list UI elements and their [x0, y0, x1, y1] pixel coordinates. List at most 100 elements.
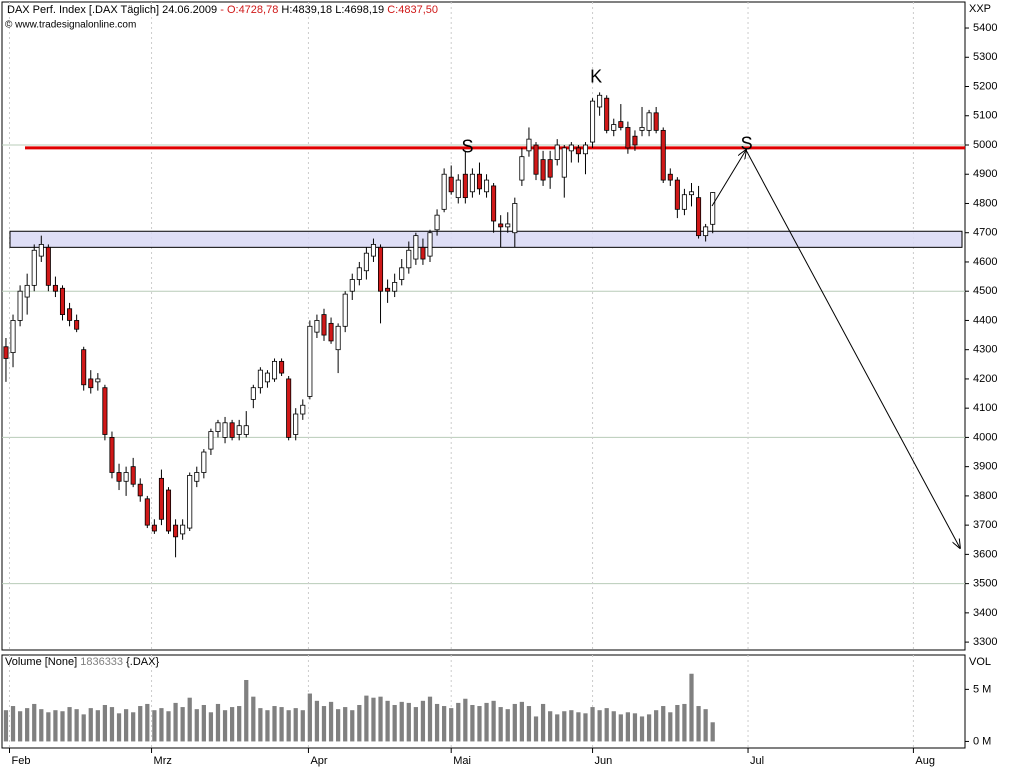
volume-symbol: {.DAX}: [126, 656, 159, 668]
candle-body: [95, 378, 101, 383]
volume-bar: [229, 707, 235, 742]
volume-bar: [145, 703, 150, 742]
volume-bar: [576, 712, 581, 742]
volume-bar: [583, 713, 588, 742]
candle-body: [24, 284, 30, 298]
candle-body: [116, 472, 122, 482]
volume-bar: [180, 707, 185, 742]
candle-body: [137, 483, 143, 497]
annotation: S: [461, 137, 473, 157]
candle-body: [151, 524, 157, 532]
candle-body: [158, 477, 164, 520]
candle-body: [109, 437, 115, 473]
volume-bar: [293, 708, 298, 742]
high: H:4839,18: [281, 4, 332, 16]
y-tick-label: 4400: [973, 314, 997, 326]
candle-body: [441, 173, 447, 210]
volume-bar: [611, 711, 616, 742]
y-tick-label: 5000: [973, 139, 997, 151]
candle-body: [505, 223, 511, 228]
volume-bar: [519, 701, 524, 742]
y-tick-label: 4700: [973, 227, 997, 239]
volume-bar: [279, 707, 284, 742]
candle-body: [102, 387, 108, 435]
candle-body: [498, 223, 504, 228]
volume-bar: [675, 704, 680, 742]
candle-body: [526, 138, 532, 152]
candle-body: [575, 147, 581, 155]
volume-bar: [208, 712, 214, 742]
candle-body: [420, 246, 426, 260]
volume-bar: [321, 706, 327, 742]
candle-body: [484, 179, 490, 193]
y-tick-label: 3400: [973, 607, 997, 619]
candle-body: [604, 97, 610, 131]
candle-body: [363, 252, 369, 272]
volume-bar: [131, 712, 136, 742]
low: L:4698,19: [335, 4, 384, 16]
candle-body: [519, 156, 525, 181]
price-panel: [1, 1, 966, 651]
copyright: © www.tradesignalonline.com: [5, 20, 136, 31]
candle-body: [476, 173, 482, 190]
volume-bar: [654, 710, 659, 742]
volume-bar: [244, 679, 249, 742]
candle-body: [356, 267, 362, 280]
volume-bar: [449, 708, 454, 742]
candle-body: [222, 422, 228, 438]
candle-body: [3, 346, 9, 359]
candle-body: [300, 404, 306, 415]
candle-body: [144, 498, 150, 526]
y-tick-label: 4800: [973, 197, 997, 209]
candle-body: [10, 320, 16, 354]
candle-body: [194, 472, 200, 482]
y-tick-label: 4600: [973, 256, 997, 268]
y-tick-label: 3600: [973, 548, 997, 560]
volume-bar: [194, 709, 199, 742]
candle-body: [335, 325, 341, 351]
candle-body: [385, 287, 391, 292]
volume-bar: [215, 703, 221, 742]
volume-bar: [512, 703, 517, 742]
volume-bar: [95, 710, 100, 742]
candle-body: [568, 144, 574, 152]
candle-body: [597, 94, 603, 108]
candle-body: [342, 293, 348, 327]
volume-bar: [484, 702, 489, 742]
volume-bar: [540, 703, 546, 742]
volume-bar: [427, 696, 433, 742]
volume-bar: [639, 716, 645, 742]
volume-bar: [498, 707, 503, 742]
candle-body: [710, 192, 716, 225]
candle-body: [314, 320, 320, 333]
volume-bar: [53, 710, 58, 742]
x-tick-label: Jun: [595, 755, 613, 767]
candle-body: [582, 144, 589, 155]
y-tick-label: 5400: [973, 22, 997, 34]
volume-bar: [548, 711, 553, 742]
volume-bar: [604, 708, 609, 742]
volume-unit: VOL: [969, 656, 991, 668]
candle-body: [448, 176, 454, 193]
candle-body: [17, 290, 23, 321]
candle-body: [413, 235, 419, 260]
candle-body: [88, 378, 94, 389]
volume-bar: [265, 710, 270, 742]
candle-body: [540, 159, 546, 181]
volume-bar: [371, 697, 376, 742]
candle-body: [632, 135, 638, 146]
x-tick-label: Feb: [11, 755, 30, 767]
volume-bar: [187, 697, 192, 742]
candle-body: [264, 372, 270, 383]
close: C:4837,50: [387, 4, 438, 16]
volume-bar: [442, 706, 447, 742]
candle-body: [378, 246, 384, 292]
candle-body: [646, 112, 652, 131]
volume-bar: [46, 712, 51, 742]
candle-body: [208, 431, 214, 450]
volume-bar: [420, 700, 426, 742]
open: O:4728,78: [227, 4, 278, 16]
y-tick-label: 5100: [973, 110, 997, 122]
volume-bar: [710, 722, 715, 742]
